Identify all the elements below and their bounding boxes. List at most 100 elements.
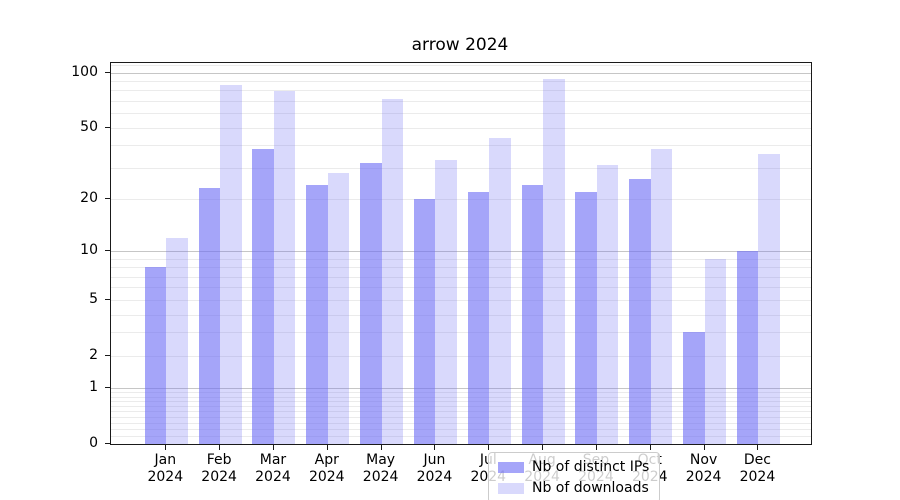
x-tick-mark (703, 445, 705, 450)
bar (596, 165, 619, 444)
x-axis-tick-label: May 2024 (362, 452, 399, 485)
x-tick-mark (272, 445, 274, 450)
minor-gridline (111, 276, 811, 278)
minor-gridline (111, 392, 811, 394)
minor-gridline (111, 145, 811, 147)
y-tick-mark (105, 198, 110, 200)
minor-gridline (111, 436, 811, 438)
y-axis-tick-label: 5 (89, 290, 98, 307)
bar (220, 84, 242, 444)
y-tick-mark (105, 443, 110, 444)
x-tick-mark (649, 445, 651, 450)
bar (683, 332, 705, 444)
legend-item: Nb of downloads (498, 480, 649, 496)
minor-gridline (111, 299, 811, 301)
minor-gridline (111, 199, 811, 201)
x-tick-mark (488, 445, 490, 450)
x-axis-tick-label: Apr 2024 (308, 452, 345, 485)
x-tick-mark (326, 445, 328, 450)
major-gridline (111, 251, 811, 253)
x-axis-tick-label: Nov 2024 (685, 452, 722, 485)
x-tick-mark (595, 445, 597, 450)
x-axis-tick-label: Jan 2024 (147, 452, 184, 485)
y-tick-mark (105, 71, 110, 73)
x-tick-mark (434, 445, 436, 450)
bar (252, 149, 274, 444)
y-tick-mark (105, 387, 110, 389)
minor-gridline (111, 332, 811, 334)
chart-title: arrow 2024 (411, 35, 509, 55)
y-tick-mark (105, 250, 110, 252)
minor-gridline (111, 101, 811, 103)
bar (489, 137, 511, 444)
major-gridline (111, 72, 811, 74)
minor-gridline (111, 267, 811, 269)
minor-gridline (111, 287, 811, 289)
bar (327, 173, 350, 444)
bar (521, 185, 544, 444)
x-axis-tick-label: Feb 2024 (201, 452, 237, 485)
plot-inner (111, 63, 811, 444)
x-axis-tick-label: Dec 2024 (739, 452, 776, 485)
x-tick-mark (757, 445, 759, 450)
minor-gridline (111, 314, 811, 316)
minor-gridline (111, 411, 811, 413)
minor-gridline (111, 396, 811, 398)
y-axis-tick-label: 20 (80, 190, 98, 207)
y-tick-mark (105, 126, 110, 128)
minor-gridline (111, 113, 811, 115)
legend: Nb of distinct IPs Nb of downloads (488, 452, 661, 500)
legend-swatch-distinct-ips (498, 461, 524, 473)
bar (273, 90, 296, 444)
x-tick-mark (219, 445, 221, 450)
bar (650, 149, 673, 444)
minor-gridline (111, 416, 811, 418)
y-tick-mark (105, 298, 110, 300)
minor-gridline (111, 355, 811, 357)
bar (381, 98, 404, 444)
legend-swatch-downloads (498, 482, 524, 494)
bar (198, 188, 221, 444)
x-tick-mark (542, 445, 544, 450)
legend-label: Nb of downloads (532, 480, 649, 496)
bar (360, 162, 382, 444)
minor-gridline (111, 422, 811, 424)
minor-gridline (111, 401, 811, 403)
y-axis-tick-label: 2 (89, 346, 98, 363)
bar (435, 160, 457, 444)
y-axis-tick-label: 100 (71, 63, 98, 80)
bar (736, 251, 759, 444)
x-axis-tick-label: Jun 2024 (416, 452, 453, 485)
y-tick-mark (105, 354, 110, 356)
legend-label: Nb of distinct IPs (532, 459, 650, 475)
y-axis-tick-label: 0 (89, 435, 98, 451)
bar (166, 237, 188, 444)
bar (704, 258, 727, 444)
bar (467, 191, 490, 444)
bar (758, 153, 780, 444)
minor-gridline (111, 90, 811, 92)
legend-item: Nb of distinct IPs (498, 459, 649, 475)
minor-gridline (111, 81, 811, 83)
bar (413, 199, 436, 444)
minor-gridline (111, 167, 811, 169)
minor-gridline (111, 258, 811, 260)
y-axis-tick-label: 1 (89, 379, 98, 396)
plot-area: Nb of distinct IPs Nb of downloads (110, 62, 812, 500)
bar (543, 79, 565, 444)
major-gridline (111, 388, 811, 390)
x-tick-mark (165, 445, 167, 450)
x-axis-tick-label: Mar 2024 (255, 452, 291, 485)
y-axis-tick-label: 10 (80, 242, 98, 259)
bar (629, 178, 651, 444)
minor-gridline (111, 65, 811, 67)
minor-gridline (111, 127, 811, 129)
x-tick-mark (380, 445, 382, 450)
bar (144, 267, 167, 444)
minor-gridline (111, 429, 811, 431)
y-axis-tick-label: 50 (80, 118, 98, 135)
bar (575, 191, 597, 444)
minor-gridline (111, 406, 811, 408)
bar (306, 185, 328, 444)
